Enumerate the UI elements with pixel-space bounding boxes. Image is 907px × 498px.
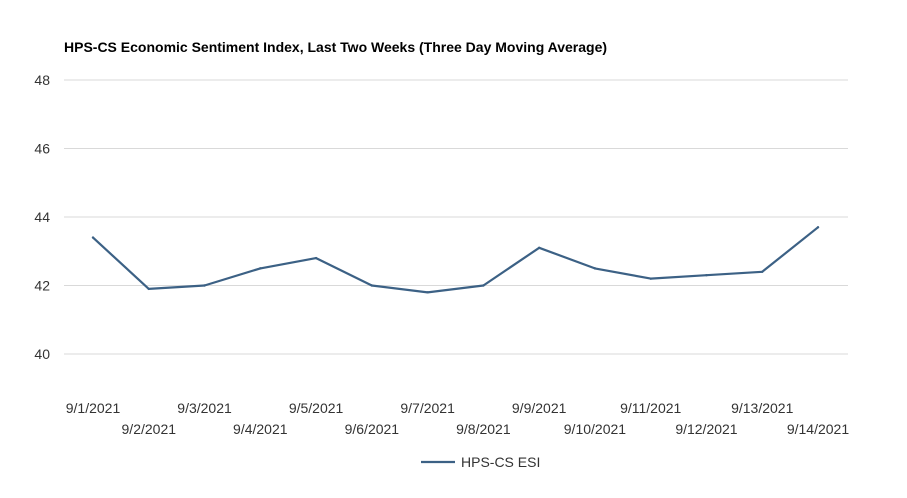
legend: HPS-CS ESI	[421, 454, 540, 470]
y-tick-label: 46	[34, 141, 50, 157]
y-tick-label: 48	[34, 72, 50, 88]
gridlines	[64, 79, 848, 355]
data-point	[593, 267, 597, 270]
data-point	[370, 284, 374, 287]
x-tick-label: 9/1/2021	[66, 400, 121, 416]
series-layer	[91, 226, 820, 294]
x-tick-label: 9/12/2021	[675, 421, 737, 437]
y-tick-label: 44	[34, 209, 50, 225]
x-axis-ticks: 9/1/20219/2/20219/3/20219/4/20219/5/2021…	[66, 400, 850, 437]
data-point	[91, 236, 95, 239]
data-point	[259, 267, 262, 270]
x-tick-label: 9/5/2021	[289, 400, 344, 416]
data-point	[426, 291, 429, 294]
x-tick-label: 9/4/2021	[233, 421, 288, 437]
y-tick-label: 40	[34, 346, 50, 362]
y-axis-ticks: 40 42 44 46 48	[34, 72, 50, 362]
y-tick-label: 42	[34, 278, 50, 294]
data-point	[482, 284, 485, 287]
data-point	[203, 284, 206, 287]
x-tick-label: 9/3/2021	[177, 400, 232, 416]
legend-label: HPS-CS ESI	[461, 454, 540, 470]
x-tick-label: 9/13/2021	[731, 400, 793, 416]
x-tick-label: 9/6/2021	[345, 421, 400, 437]
x-tick-label: 9/7/2021	[400, 400, 455, 416]
chart-title: HPS-CS Economic Sentiment Index, Last Tw…	[64, 39, 607, 55]
series-line	[91, 226, 820, 294]
data-point	[705, 274, 708, 277]
x-tick-label: 9/8/2021	[456, 421, 511, 437]
x-tick-label: 9/11/2021	[620, 400, 681, 416]
data-point	[314, 256, 318, 260]
x-tick-label: 9/10/2021	[564, 421, 626, 437]
data-point	[649, 277, 652, 280]
data-point	[761, 270, 764, 273]
x-tick-label: 9/2/2021	[122, 421, 177, 437]
x-tick-label: 9/9/2021	[512, 400, 567, 416]
data-point	[537, 246, 541, 250]
data-point	[816, 226, 820, 229]
x-tick-label: 9/14/2021	[787, 421, 849, 437]
data-point	[147, 287, 150, 291]
